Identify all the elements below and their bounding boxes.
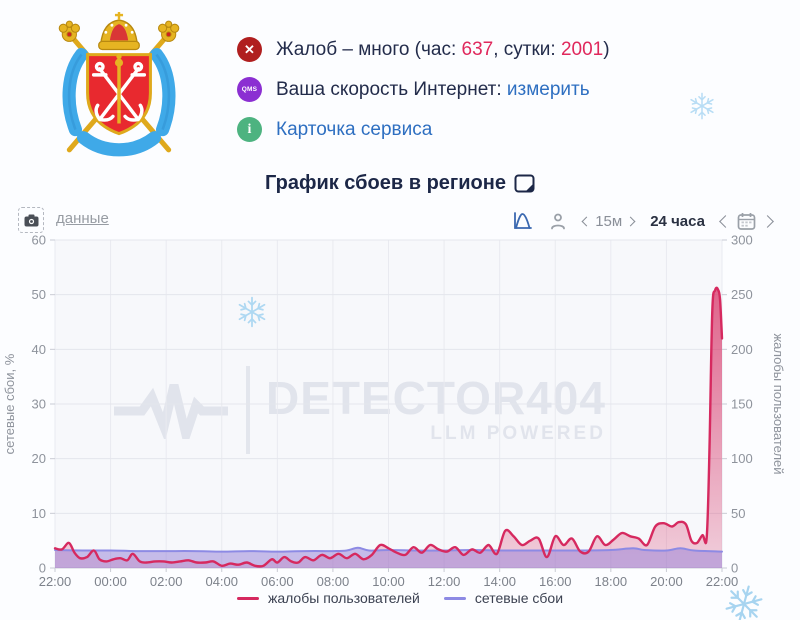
angle-right-icon: [625, 216, 636, 226]
date-navigator: [719, 212, 774, 231]
status-block: ✕ Жалоб – много (час: 637, сутки: 2001) …: [237, 36, 610, 143]
y-left-tick-label: 0: [39, 561, 46, 576]
chart-area: DETECTOR404 LLM POWERED 22:00 00:00 02:00 0…: [0, 228, 800, 620]
y-right-tick-label: 300: [731, 233, 753, 248]
y-left-tick-label: 40: [32, 342, 46, 357]
legend-swatch: [443, 596, 466, 600]
chart-legend: жалобы пользователей сетевые сбои: [0, 590, 800, 606]
right-axis-title: жалобы пользователей: [771, 333, 786, 474]
day-count: 2001: [560, 38, 604, 60]
y-left-tick-label: 30: [32, 397, 46, 412]
x-tick-label: 20:00: [650, 574, 683, 589]
x-tick-label: 12:00: [428, 574, 461, 589]
monitor-icon[interactable]: [514, 174, 535, 193]
camera-icon: [24, 214, 38, 226]
y-right-tick-label: 100: [731, 451, 753, 466]
y-right-tick-label: 250: [731, 287, 753, 302]
y-left-tick-label: 50: [32, 287, 46, 302]
range-selector[interactable]: 24 часа: [650, 212, 705, 230]
imperial-crown: [98, 12, 140, 51]
error-x-icon: ✕: [237, 37, 262, 62]
measure-link[interactable]: измерить: [506, 78, 590, 100]
x-tick-label: 10:00: [372, 574, 405, 589]
status-line-complaints: ✕ Жалоб – много (час: 637, сутки: 2001): [237, 36, 610, 63]
x-tick-label: 22:00: [39, 574, 72, 589]
x-tick-label: 08:00: [317, 574, 350, 589]
x-tick-label: 22:00: [706, 574, 739, 589]
y-right-tick-label: 150: [731, 397, 753, 412]
y-right-tick-label: 0: [731, 561, 738, 576]
bell-curve-icon: [514, 212, 533, 229]
status-line-service-card: i Карточка сервиса: [237, 116, 610, 143]
x-tick-label: 04:00: [205, 574, 238, 589]
y-left-tick-label: 20: [32, 451, 46, 466]
interval-label: 15м: [595, 212, 623, 230]
hour-count: 637: [461, 38, 494, 60]
person-icon: [551, 213, 566, 229]
y-left-tick-label: 10: [32, 506, 46, 521]
outage-chart[interactable]: 22:00 00:00 02:00 04:00 06:00 08:00 10:00 12:00…: [0, 228, 800, 620]
chart-title-text: График сбоев в регионе: [265, 172, 506, 194]
x-tick-label: 14:00: [483, 574, 516, 589]
coat-of-arms: [58, 12, 180, 157]
user-mode-button[interactable]: [549, 212, 567, 231]
distribution-chart-button[interactable]: [512, 211, 533, 231]
series-area: [55, 547, 722, 568]
prev-day-button[interactable]: [719, 214, 732, 228]
y-right-tick-label: 200: [731, 342, 753, 357]
x-tick-label: 00:00: [94, 574, 127, 589]
speedtest-text: Ваша скорость Интернет: измерить: [276, 78, 590, 100]
x-tick-label: 16:00: [539, 574, 572, 589]
y-right-tick-label: 50: [731, 506, 745, 521]
screenshot-button[interactable]: [18, 207, 44, 233]
x-tick-label: 06:00: [261, 574, 294, 589]
chart-toolbar: данные 15м 24 часа: [0, 205, 800, 237]
x-tick-label: 02:00: [150, 574, 183, 589]
series-area: [55, 287, 722, 568]
qms-icon: QMS: [237, 77, 262, 102]
snowflake-icon: [688, 92, 716, 120]
info-icon: i: [237, 117, 262, 142]
legend-label: жалобы пользователей: [267, 590, 420, 606]
interval-selector[interactable]: 15м: [581, 212, 636, 230]
series-line: [54, 546, 723, 553]
calendar-icon[interactable]: [737, 212, 756, 231]
legend-item-network[interactable]: сетевые сбои: [443, 590, 564, 606]
service-card-link[interactable]: Карточка сервиса: [276, 118, 433, 140]
shield-scepter: [114, 53, 124, 124]
scepter-finials: [58, 20, 180, 42]
left-axis-title: сетевые сбои, %: [2, 353, 17, 454]
angle-left-icon: [581, 216, 592, 226]
data-link[interactable]: данные: [56, 210, 109, 227]
toolbar-controls: 15м 24 часа: [512, 205, 774, 237]
chart-title: График сбоев в регионе: [0, 172, 800, 195]
y-left-tick-label: 60: [32, 233, 46, 248]
next-day-button[interactable]: [761, 214, 774, 228]
legend-label: сетевые сбои: [474, 590, 564, 606]
legend-swatch: [236, 596, 259, 600]
complaints-text: Жалоб – много (час: 637, сутки: 2001): [276, 38, 610, 60]
series-line: [53, 286, 724, 568]
x-tick-label: 18:00: [595, 574, 628, 589]
legend-item-complaints[interactable]: жалобы пользователей: [236, 590, 420, 606]
status-line-speedtest: QMS Ваша скорость Интернет: измерить: [237, 76, 610, 103]
